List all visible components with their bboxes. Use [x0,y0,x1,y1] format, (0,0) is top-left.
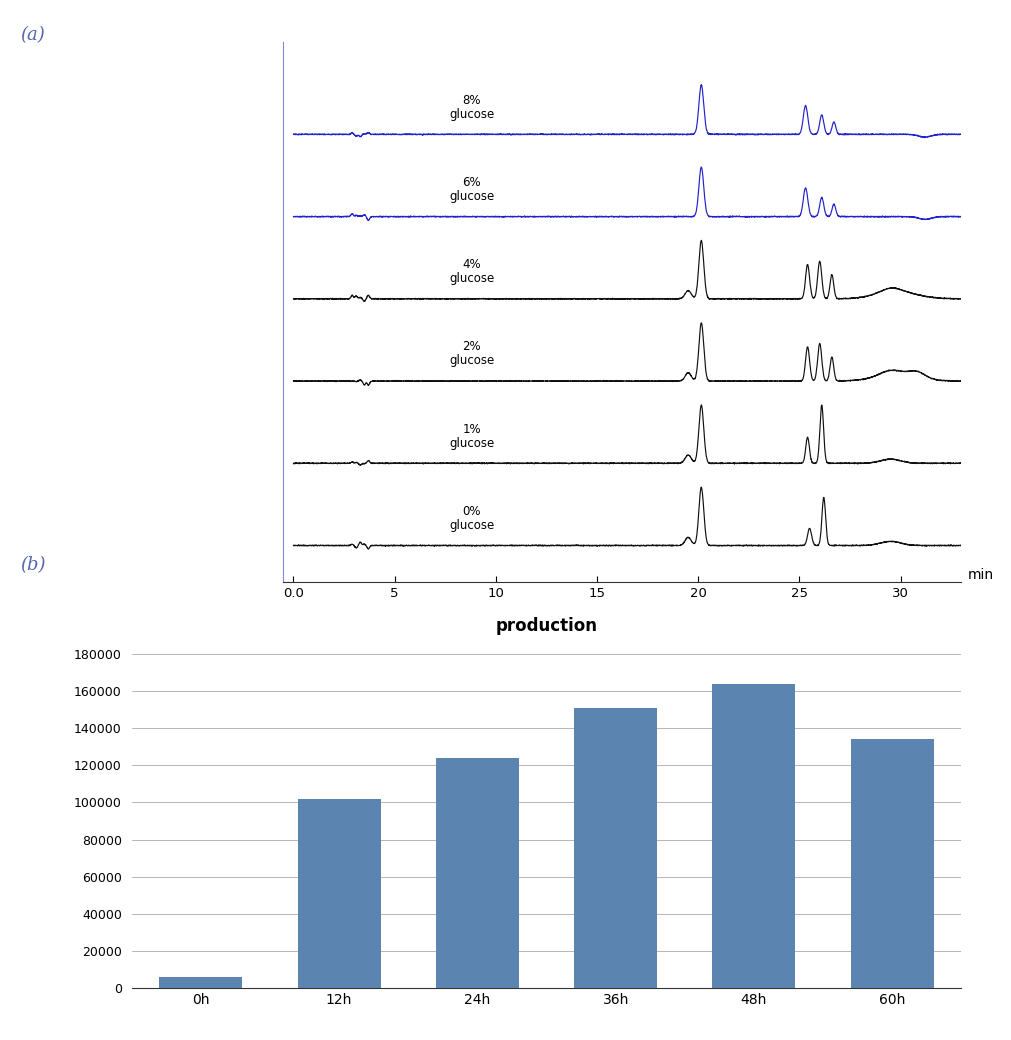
Text: 6%
glucose: 6% glucose [449,176,493,203]
Text: 4%
glucose: 4% glucose [449,258,493,285]
Text: 1%
glucose: 1% glucose [449,422,493,449]
Text: 0%
glucose: 0% glucose [449,504,493,531]
Bar [436,758,519,988]
Bar [297,799,380,988]
Bar [573,708,656,988]
Text: (a): (a) [20,26,44,44]
Text: 2%
glucose: 2% glucose [449,340,493,367]
Title: production: production [495,617,596,634]
Bar [159,977,242,988]
Text: 8%
glucose: 8% glucose [449,94,493,121]
Bar [712,683,795,988]
Text: min: min [967,568,993,582]
Bar [850,739,933,988]
Text: (b): (b) [20,556,45,574]
